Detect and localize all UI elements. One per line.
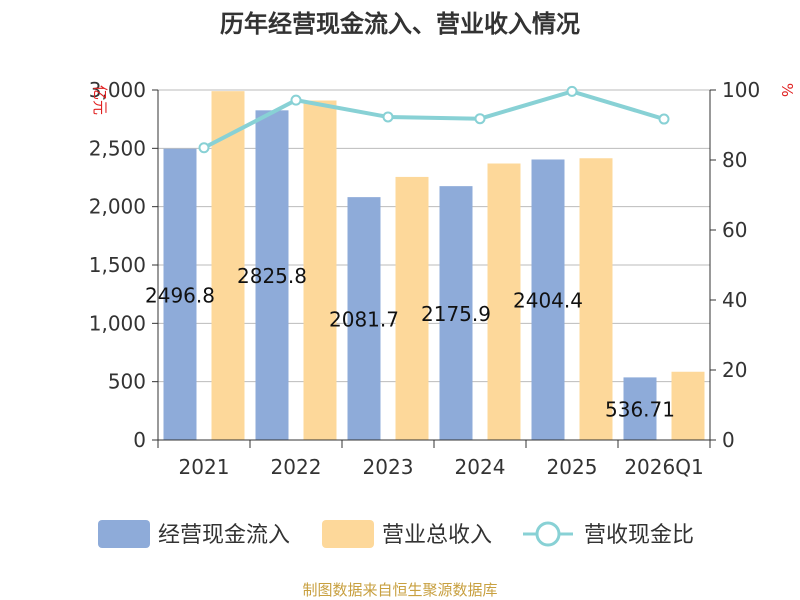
legend-label-ratio: 营收现金比 <box>584 523 694 548</box>
left-tick-label: 0 <box>133 428 146 452</box>
data-label-cash-inflow: 2496.8 <box>145 283 215 307</box>
bar-cash-inflow <box>531 159 565 440</box>
ratio-point <box>566 85 578 97</box>
legend: 经营现金流入 营业总收入 营收现金比 <box>98 520 694 548</box>
left-tick-label: 2,500 <box>89 136 146 160</box>
data-label-cash-inflow: 2175.9 <box>421 302 491 326</box>
legend-label-revenue: 营业总收入 <box>382 523 492 548</box>
x-tick-label: 2021 <box>179 455 230 479</box>
source-note: 制图数据来自恒生聚源数据库 <box>302 581 497 599</box>
right-tick-label: 20 <box>722 358 747 382</box>
x-tick-label: 2025 <box>547 455 598 479</box>
axes: 0 500 1,000 1,500 2,000 2,500 3,000 0 20 40 60 80 10… <box>89 78 760 479</box>
bar-revenue <box>395 176 429 440</box>
chart-title: 历年经营现金流入、营业收入情况 <box>220 10 580 38</box>
x-tick-label: 2023 <box>363 455 414 479</box>
ratio-point <box>382 111 394 123</box>
bar-revenue <box>671 371 705 440</box>
x-tick-label: 2024 <box>455 455 506 479</box>
bar-revenue <box>211 91 245 441</box>
bar-cash-inflow <box>347 197 381 440</box>
bar-revenue <box>303 100 337 440</box>
right-axis-unit: % <box>778 83 796 97</box>
left-tick-label: 500 <box>108 370 146 394</box>
right-tick-label: 40 <box>722 288 747 312</box>
data-label-cash-inflow: 2825.8 <box>237 264 307 288</box>
x-tick-label: 2022 <box>271 455 322 479</box>
data-label-cash-inflow: 536.71 <box>605 398 675 422</box>
right-tick-label: 60 <box>722 218 747 242</box>
bar-cash-inflow <box>255 110 289 440</box>
data-label-cash-inflow: 2404.4 <box>513 289 583 313</box>
gridlines <box>158 89 710 383</box>
legend-label-cash-inflow: 经营现金流入 <box>158 523 290 548</box>
ratio-line <box>203 89 665 150</box>
data-label-cash-inflow: 2081.7 <box>329 308 399 332</box>
legend-swatch-ratio-marker <box>535 521 561 547</box>
right-tick-label: 0 <box>722 428 735 452</box>
bar-cash-inflow <box>163 148 197 440</box>
legend-swatch-cash-inflow <box>98 520 150 548</box>
left-axis-unit: 亿元 <box>91 85 109 115</box>
left-tick-label: 1,000 <box>89 311 146 335</box>
bar-cash-inflow <box>623 377 657 440</box>
bar-revenue <box>579 158 613 440</box>
x-tick-label: 2026Q1 <box>624 455 703 479</box>
ratio-point <box>290 94 302 106</box>
ratio-point <box>198 142 210 154</box>
ratio-line-series <box>198 85 670 154</box>
bar-cash-inflow <box>439 186 473 440</box>
legend-swatch-revenue <box>322 520 374 548</box>
right-tick-label: 80 <box>722 148 747 172</box>
data-labels: 2496.8 2825.8 2081.7 2175.9 2404.4 536.71 <box>145 264 675 422</box>
left-tick-label: 1,500 <box>89 253 146 277</box>
right-tick-label: 100 <box>722 78 760 102</box>
left-tick-label: 3,000 <box>89 78 146 102</box>
bar-series <box>163 91 705 441</box>
ratio-point <box>658 113 670 125</box>
bar-revenue <box>487 163 521 440</box>
ratio-point <box>474 113 486 125</box>
left-tick-label: 2,000 <box>89 195 146 219</box>
